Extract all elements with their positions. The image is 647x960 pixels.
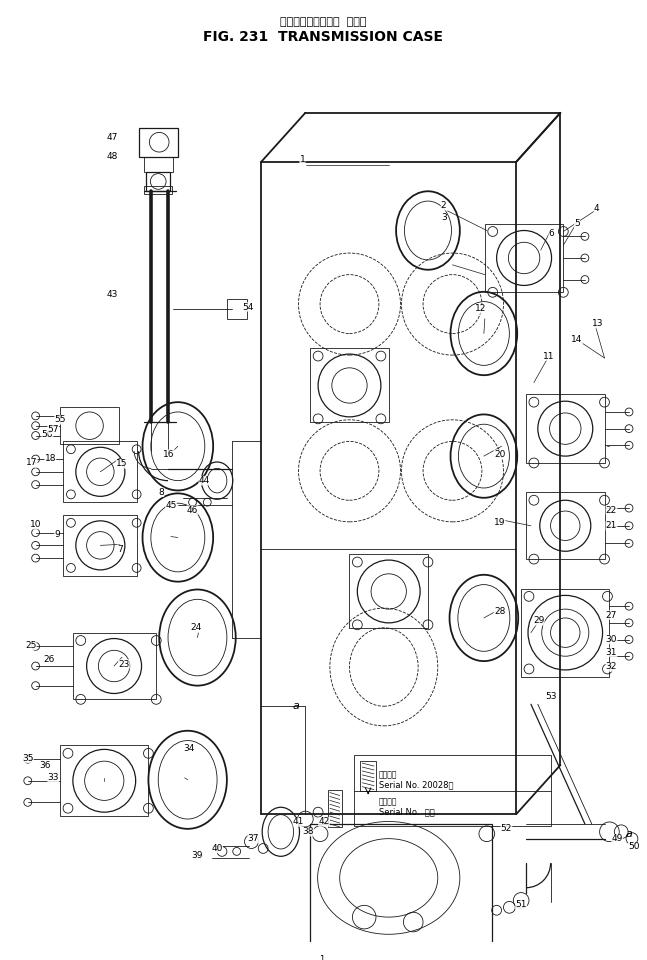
Bar	[63, 515, 137, 576]
Bar	[60, 407, 119, 444]
Bar	[526, 395, 604, 463]
Text: 47: 47	[107, 132, 118, 142]
Text: 30: 30	[606, 635, 617, 644]
Text: 44: 44	[199, 476, 210, 485]
Text: トランスミッション  ケース: トランスミッション ケース	[280, 16, 366, 27]
Text: 19: 19	[494, 518, 505, 527]
Text: 36: 36	[39, 760, 51, 770]
Bar	[360, 761, 376, 791]
Text: 26: 26	[43, 655, 55, 663]
Text: 53: 53	[545, 692, 556, 701]
Bar	[60, 746, 148, 816]
Text: Serial No. 20028～: Serial No. 20028～	[379, 780, 454, 789]
Bar	[328, 790, 342, 827]
Text: 適用号機: 適用号機	[379, 770, 397, 780]
Bar	[311, 824, 492, 960]
Text: 32: 32	[606, 662, 617, 671]
Text: 13: 13	[592, 319, 604, 328]
Text: 11: 11	[543, 351, 554, 361]
Text: 50: 50	[628, 842, 640, 851]
Text: 10: 10	[30, 520, 41, 529]
Text: FIG. 231  TRANSMISSION CASE: FIG. 231 TRANSMISSION CASE	[203, 31, 443, 44]
Bar	[63, 442, 137, 502]
Text: 33: 33	[47, 774, 59, 782]
Text: 5: 5	[574, 219, 580, 228]
Text: 15: 15	[116, 460, 127, 468]
Text: 1: 1	[320, 955, 325, 960]
Text: 40: 40	[212, 844, 223, 852]
Text: 54: 54	[243, 302, 254, 311]
Text: 8: 8	[159, 488, 164, 497]
Text: a: a	[292, 701, 299, 711]
Text: 2: 2	[441, 202, 446, 210]
Text: 17: 17	[26, 459, 38, 468]
Text: 37: 37	[248, 834, 259, 843]
Text: 28: 28	[494, 607, 505, 615]
Text: 39: 39	[192, 851, 203, 860]
Text: 46: 46	[187, 506, 198, 515]
Bar	[349, 554, 428, 628]
Text: 21: 21	[606, 521, 617, 530]
Text: 22: 22	[606, 506, 617, 515]
Bar	[311, 348, 389, 421]
Text: 34: 34	[183, 744, 194, 753]
Text: 18: 18	[45, 453, 56, 463]
Text: 41: 41	[293, 818, 304, 827]
Text: 27: 27	[606, 611, 617, 619]
Text: 3: 3	[441, 213, 446, 223]
Text: 43: 43	[107, 290, 118, 299]
Bar	[144, 156, 173, 172]
Text: 38: 38	[303, 828, 314, 836]
Text: 6: 6	[549, 228, 554, 238]
Text: 7: 7	[117, 544, 123, 554]
Bar	[146, 172, 170, 191]
Bar	[227, 300, 247, 319]
Text: 49: 49	[611, 834, 623, 843]
Text: 48: 48	[107, 153, 118, 161]
Bar	[73, 633, 157, 700]
Text: 45: 45	[165, 501, 177, 510]
Text: 1: 1	[300, 156, 305, 164]
Text: 12: 12	[476, 304, 487, 314]
Text: 25: 25	[25, 641, 36, 650]
Text: 9: 9	[54, 530, 60, 540]
Text: 31: 31	[606, 648, 617, 657]
Text: a: a	[626, 828, 633, 839]
Bar	[138, 128, 178, 156]
Text: 55: 55	[54, 416, 66, 424]
Bar	[355, 756, 551, 826]
Text: 23: 23	[118, 660, 129, 668]
Text: 42: 42	[318, 818, 329, 827]
Text: 適用号機: 適用号機	[379, 798, 397, 806]
Text: 57: 57	[47, 425, 59, 434]
Bar	[526, 492, 604, 559]
Text: 14: 14	[571, 335, 583, 344]
Text: 16: 16	[163, 449, 175, 459]
Bar	[521, 588, 609, 677]
Text: 52: 52	[501, 825, 512, 833]
Text: 4: 4	[594, 204, 600, 213]
Text: 51: 51	[516, 900, 527, 909]
Text: 35: 35	[22, 754, 34, 762]
Text: Serial No.  ．～: Serial No. ．～	[379, 807, 435, 817]
Text: 56: 56	[41, 430, 53, 439]
Text: 24: 24	[190, 623, 201, 633]
Text: 29: 29	[533, 616, 545, 625]
Bar	[485, 224, 564, 292]
Bar	[144, 186, 172, 194]
Text: 20: 20	[494, 449, 505, 459]
